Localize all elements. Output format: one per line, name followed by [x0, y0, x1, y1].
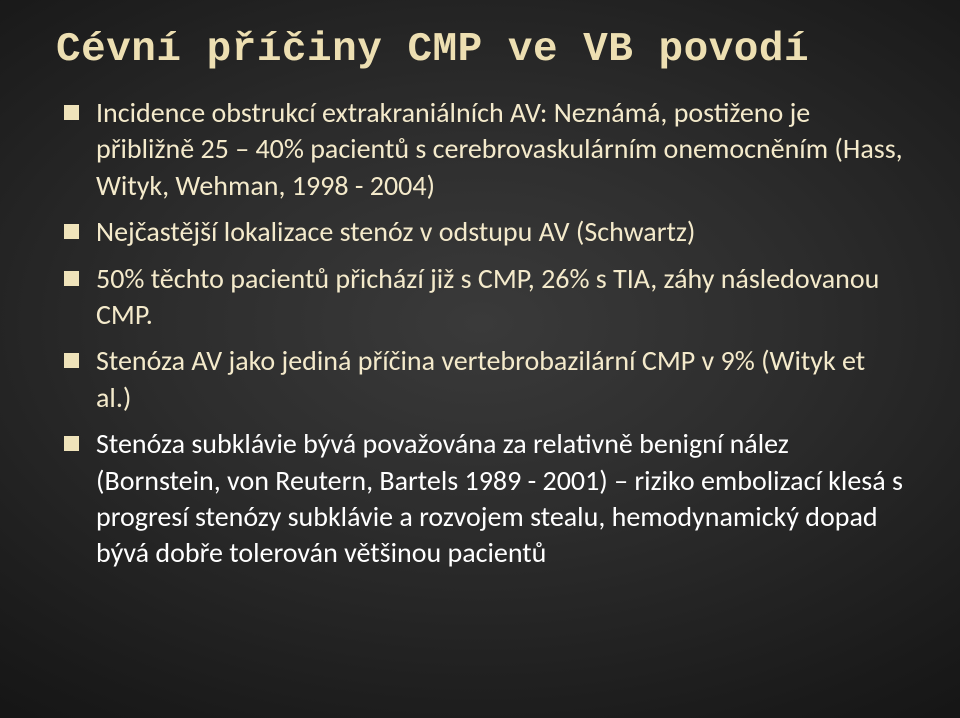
bullet-text: Stenóza AV jako jediná příčina vertebrob… [96, 343, 865, 414]
slide-title: Cévní příčiny CMP ve VB povodí [56, 28, 904, 73]
bullet-item: Nejčastější lokalizace stenóz v odstupu … [64, 214, 904, 250]
bullet-text: Stenóza subklávie bývá považována za rel… [96, 426, 903, 570]
bullet-text: Incidence obstrukcí extrakraniálních AV:… [96, 95, 903, 203]
bullet-item: Stenóza subklávie bývá považována za rel… [64, 426, 904, 572]
bullet-item: Incidence obstrukcí extrakraniálních AV:… [64, 95, 904, 204]
bullet-item: 50% těchto pacientů přichází již s CMP, … [64, 261, 904, 334]
slide: Cévní příčiny CMP ve VB povodí Incidence… [0, 0, 960, 718]
bullet-list: Incidence obstrukcí extrakraniálních AV:… [56, 95, 904, 572]
bullet-item: Stenóza AV jako jediná příčina vertebrob… [64, 343, 904, 416]
bullet-text: Nejčastější lokalizace stenóz v odstupu … [96, 214, 695, 249]
bullet-text: 50% těchto pacientů přichází již s CMP, … [96, 261, 879, 332]
